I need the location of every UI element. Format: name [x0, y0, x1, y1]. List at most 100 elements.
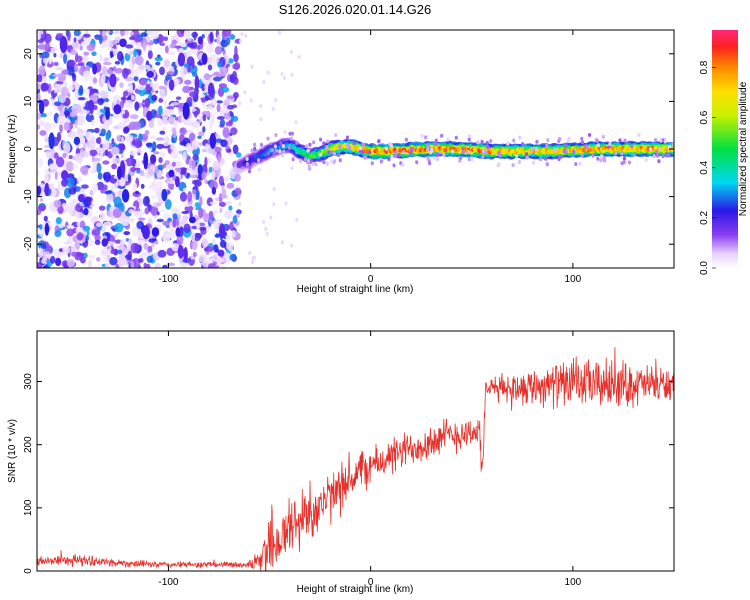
spectrogram-y-axis-title: Frequency (Hz) — [7, 115, 18, 184]
y-tick-label: 300 — [23, 373, 34, 390]
noise-speckle — [179, 191, 188, 202]
signal-halo-dot — [338, 158, 342, 163]
noise-speckle — [193, 251, 197, 258]
noise-speckle — [159, 66, 165, 76]
signal-halo-dot — [309, 158, 313, 163]
signal-halo-dot — [658, 147, 663, 152]
noise-speckle — [198, 113, 203, 123]
y-tick-label: 20 — [23, 48, 34, 60]
noise-speckle — [201, 53, 208, 65]
signal-halo-dot — [306, 148, 310, 153]
y-tick-label: 10 — [23, 95, 34, 107]
signal-halo-dot — [299, 159, 303, 164]
signal-halo-dot — [270, 148, 274, 153]
noise-speckle — [233, 53, 239, 63]
noise-speckle — [135, 211, 145, 216]
noise-speckle — [82, 142, 87, 150]
noise-speckle — [280, 72, 284, 77]
noise-speckle — [49, 50, 55, 55]
noise-speckle — [213, 244, 219, 253]
noise-speckle — [284, 201, 288, 206]
signal-halo-dot — [304, 157, 308, 162]
noise-speckle — [111, 138, 115, 145]
signal-halo-dot — [461, 150, 465, 155]
noise-speckle — [86, 139, 96, 150]
signal-halo-dot — [618, 138, 622, 143]
noise-speckle — [68, 85, 75, 91]
noise-speckle — [185, 145, 194, 153]
noise-speckle — [119, 143, 126, 151]
noise-speckle — [175, 176, 180, 188]
noise-speckle — [92, 63, 98, 75]
noise-speckle — [131, 226, 141, 237]
noise-speckle — [208, 210, 214, 219]
noise-speckle — [163, 59, 170, 68]
noise-speckle — [98, 34, 103, 45]
noise-speckle — [113, 30, 120, 35]
noise-speckle — [75, 52, 79, 63]
noise-speckle — [216, 34, 221, 46]
signal-halo-dot — [558, 136, 562, 141]
noise-speckle — [194, 214, 198, 218]
noise-speckle — [138, 133, 143, 142]
signal-halo-dot — [426, 143, 430, 148]
colorbar-gradient — [712, 30, 738, 268]
signal-halo-dot — [390, 154, 394, 159]
noise-speckle — [198, 131, 205, 137]
x-tick-label: -100 — [158, 577, 178, 588]
noise-speckle — [82, 70, 91, 82]
noise-speckle — [54, 83, 63, 90]
noise-speckle — [198, 207, 204, 219]
signal-halo-dot — [410, 147, 414, 152]
signal-halo-dot — [663, 139, 668, 144]
noise-speckle — [214, 46, 223, 55]
noise-speckle — [54, 88, 58, 94]
signal-halo-dot — [304, 144, 309, 149]
noise-speckle — [204, 156, 208, 168]
noise-speckle — [48, 58, 52, 64]
signal-halo-dot — [545, 162, 549, 167]
noise-speckle — [227, 95, 235, 100]
signal-halo-dot — [532, 160, 536, 165]
noise-speckle — [113, 196, 122, 208]
noise-speckle — [67, 205, 76, 215]
signal-halo-dot — [388, 142, 392, 147]
noise-speckle — [116, 166, 122, 180]
noise-speckle — [127, 84, 131, 93]
signal-halo-dot — [434, 138, 438, 143]
y-tick-label: 100 — [23, 499, 34, 516]
signal-halo-dot — [480, 139, 484, 144]
noise-speckle — [170, 143, 177, 151]
signal-halo-dot — [397, 153, 401, 158]
noise-speckle — [52, 73, 61, 77]
noise-speckle — [233, 92, 239, 99]
noise-speckle — [230, 127, 238, 135]
noise-speckle — [190, 108, 197, 112]
signal-halo-dot — [632, 152, 637, 157]
snr-y-axis: 0 100 200 300 — [23, 373, 674, 574]
noise-speckle — [50, 256, 56, 264]
signal-halo-dot — [564, 149, 568, 154]
noise-speckle — [188, 216, 196, 224]
noise-speckle — [139, 169, 145, 177]
noise-speckle — [114, 68, 123, 74]
noise-speckle — [79, 188, 86, 194]
signal-halo-dot — [546, 138, 550, 143]
signal-halo-dot — [654, 138, 658, 143]
noise-speckle — [62, 246, 71, 255]
noise-speckle — [130, 260, 135, 268]
noise-speckle — [209, 121, 213, 129]
noise-speckle — [203, 213, 210, 223]
signal-halo-dot — [332, 151, 336, 156]
noise-speckle — [193, 232, 202, 242]
noise-speckle — [212, 238, 216, 246]
noise-speckle — [99, 212, 106, 222]
signal-halo-dot — [458, 158, 462, 163]
signal-halo-dot — [282, 149, 286, 154]
noise-speckle — [219, 119, 226, 127]
signal-halo-dot — [656, 153, 660, 158]
signal-halo-dot — [661, 154, 665, 159]
signal-halo-dot — [291, 157, 295, 162]
noise-speckle — [235, 187, 241, 195]
